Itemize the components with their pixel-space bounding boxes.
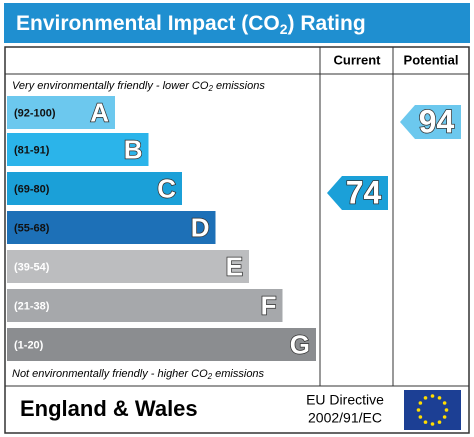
column-header: Potential	[404, 52, 459, 67]
rating-arrow	[327, 176, 388, 210]
star	[418, 415, 423, 419]
band	[7, 328, 316, 361]
directive: EU Directive	[306, 392, 384, 408]
directive: 2002/91/EC	[308, 410, 382, 426]
rating-arrow	[400, 105, 461, 139]
band-range: (92-100)	[14, 107, 56, 119]
star	[430, 422, 435, 426]
band	[7, 96, 115, 129]
band	[7, 250, 249, 283]
band-range: (21-38)	[14, 300, 50, 312]
frame	[4, 46, 470, 434]
star	[423, 420, 428, 424]
rating-value: 94	[419, 103, 455, 139]
column-header: Current	[334, 52, 382, 67]
eu-stars	[416, 394, 449, 426]
star	[442, 415, 447, 419]
note-after: emissions	[213, 80, 265, 92]
star	[444, 408, 449, 412]
title-bar	[4, 3, 470, 43]
title-text: Environmental Impact (CO	[16, 12, 280, 35]
region: England & Wales	[20, 396, 198, 421]
band-letter: A	[90, 97, 109, 127]
title: Environmental Impact (CO2) Rating	[16, 12, 366, 37]
band	[7, 211, 216, 244]
bottom-note: Not environmentally friendly - higher CO…	[12, 368, 265, 381]
title-sub: 2	[280, 21, 288, 37]
note-sub: 2	[207, 84, 213, 93]
note-text: Not environmentally friendly - higher CO	[12, 368, 208, 380]
band	[7, 289, 283, 322]
band-range: (39-54)	[14, 261, 50, 273]
band	[7, 133, 149, 166]
band-letter: F	[261, 290, 277, 320]
star	[416, 408, 421, 412]
band-letter: G	[290, 329, 310, 359]
band-range: (69-80)	[14, 183, 50, 195]
note-sub: 2	[207, 372, 213, 381]
note-text: Very environmentally friendly - lower CO	[12, 80, 209, 92]
band-letter: B	[124, 134, 143, 164]
band-range: (1-20)	[14, 339, 44, 351]
star	[437, 420, 442, 424]
band	[7, 172, 182, 205]
star	[418, 401, 423, 405]
rating-value: 74	[346, 174, 382, 210]
title-after: ) Rating	[288, 12, 366, 35]
top-note: Very environmentally friendly - lower CO…	[12, 80, 265, 93]
band-range: (55-68)	[14, 222, 50, 234]
band-letter: D	[191, 212, 210, 242]
star	[430, 394, 435, 398]
star	[423, 396, 428, 400]
star	[437, 396, 442, 400]
note-after: emissions	[212, 368, 264, 380]
band-letter: E	[226, 251, 243, 281]
band-range: (81-91)	[14, 144, 50, 156]
star	[442, 401, 447, 405]
band-letter: C	[157, 173, 176, 203]
